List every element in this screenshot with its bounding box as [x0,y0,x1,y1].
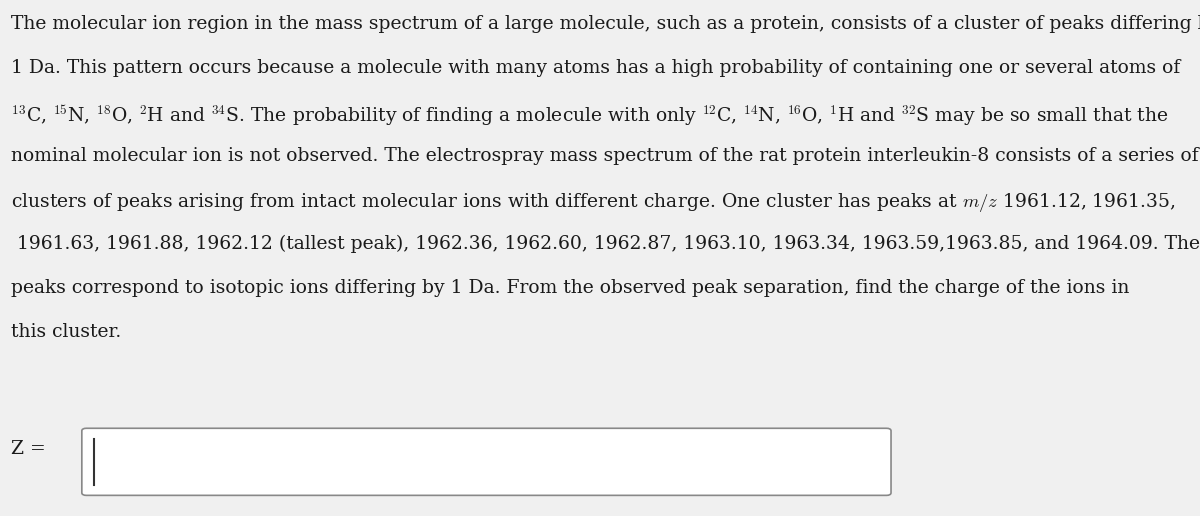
Text: nominal molecular ion is not observed. The electrospray mass spectrum of the rat: nominal molecular ion is not observed. T… [11,147,1199,165]
Text: Z =: Z = [11,440,46,458]
Text: 1961.63, 1961.88, 1962.12 (tallest peak), 1962.36, 1962.60, 1962.87, 1963.10, 19: 1961.63, 1961.88, 1962.12 (tallest peak)… [11,235,1200,253]
Text: 1 Da. This pattern occurs because a molecule with many atoms has a high probabil: 1 Da. This pattern occurs because a mole… [11,59,1180,77]
FancyBboxPatch shape [82,428,892,495]
Text: peaks correspond to isotopic ions differing by 1 Da. From the observed peak sepa: peaks correspond to isotopic ions differ… [11,279,1129,297]
Text: this cluster.: this cluster. [11,322,121,341]
Text: $^{13}$C, $^{15}$N, $^{18}$O, $^{2}$H and $^{34}$S. The probability of finding a: $^{13}$C, $^{15}$N, $^{18}$O, $^{2}$H an… [11,103,1169,128]
Text: The molecular ion region in the mass spectrum of a large molecule, such as a pro: The molecular ion region in the mass spe… [11,15,1200,34]
Text: clusters of peaks arising from intact molecular ions with different charge. One : clusters of peaks arising from intact mo… [11,191,1176,214]
